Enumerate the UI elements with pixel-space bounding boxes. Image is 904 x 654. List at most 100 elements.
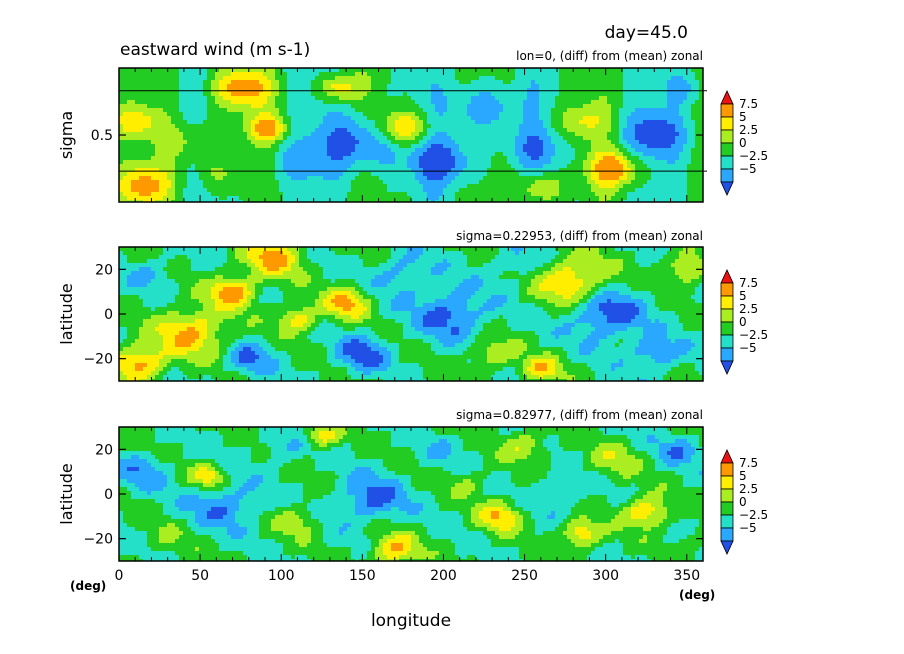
field-cell [503,76,508,81]
field-cell [599,68,604,73]
field-cell [395,116,400,121]
field-cell [507,68,512,73]
field-cell [419,156,424,161]
field-cell [343,176,348,181]
field-cell [615,144,620,149]
field-cell [219,108,224,113]
field-cell [491,68,496,73]
field-cell [315,120,320,125]
field-cell [367,196,372,201]
field-cell [371,188,376,193]
field-cell [143,68,148,73]
field-cell [587,172,592,177]
field-cell [403,72,408,77]
field-cell [187,84,192,89]
field-cell [567,132,572,137]
field-cell [347,80,352,85]
field-cell [571,140,576,145]
field-cell [387,128,392,133]
field-cell [667,104,672,109]
field-cell [131,68,136,73]
field-cell [519,200,524,202]
field-cell [231,156,236,161]
field-cell [211,92,216,97]
field-cell [659,184,664,189]
field-cell [291,120,296,125]
field-cell [323,112,328,117]
field-cell [415,176,420,181]
field-cell [195,76,200,81]
field-cell [643,184,648,189]
field-cell [455,132,460,137]
field-cell [439,168,444,173]
panel-1-ylabel: sigma [57,111,76,159]
field-cell [459,184,464,189]
field-cell [367,148,372,153]
field-cell [579,80,584,85]
field-cell [123,112,128,117]
field-cell [155,156,160,161]
field-cell [699,96,703,101]
field-cell [647,160,652,165]
field-cell [371,160,376,165]
field-cell [687,184,692,189]
field-cell [359,68,364,73]
field-cell [159,200,164,202]
field-cell [507,132,512,137]
field-cell [167,196,172,201]
field-cell [679,196,684,201]
field-cell [263,188,268,193]
field-cell [455,108,460,113]
field-cell [171,112,176,117]
field-cell [343,120,348,125]
field-cell [583,144,588,149]
field-cell [387,84,392,89]
field-cell [167,96,172,101]
field-cell [623,112,628,117]
field-cell [119,140,124,145]
field-cell [543,156,548,161]
field-cell [635,100,640,105]
field-cell [651,176,656,181]
field-cell [307,108,312,113]
field-cell [411,176,416,181]
field-cell [279,144,284,149]
field-cell [187,144,192,149]
field-cell [503,100,508,105]
field-cell [407,68,412,73]
field-cell [279,108,284,113]
field-cell [691,100,696,105]
field-cell [299,128,304,133]
field-cell [571,164,576,169]
field-cell [147,132,152,137]
field-cell [327,68,332,73]
field-cell [207,164,212,169]
field-cell [239,172,244,177]
field-cell [175,116,180,121]
field-cell [587,164,592,169]
field-cell [327,116,332,121]
field-cell [371,72,376,77]
field-cell [627,116,632,121]
field-cell [151,164,156,169]
field-cell [259,116,264,121]
field-cell [455,112,460,117]
field-cell [255,192,260,197]
field-cell [451,200,456,202]
field-cell [463,108,468,113]
field-cell [531,76,536,81]
field-cell [419,136,424,141]
field-cell [683,76,688,81]
field-cell [371,136,376,141]
field-cell [139,96,144,101]
field-cell [687,84,692,89]
field-cell [567,136,572,141]
field-cell [559,116,564,121]
field-cell [247,184,252,189]
field-cell [687,92,692,97]
field-cell [251,124,256,129]
field-cell [279,148,284,153]
field-cell [647,124,652,129]
field-cell [175,152,180,157]
field-cell [387,72,392,77]
